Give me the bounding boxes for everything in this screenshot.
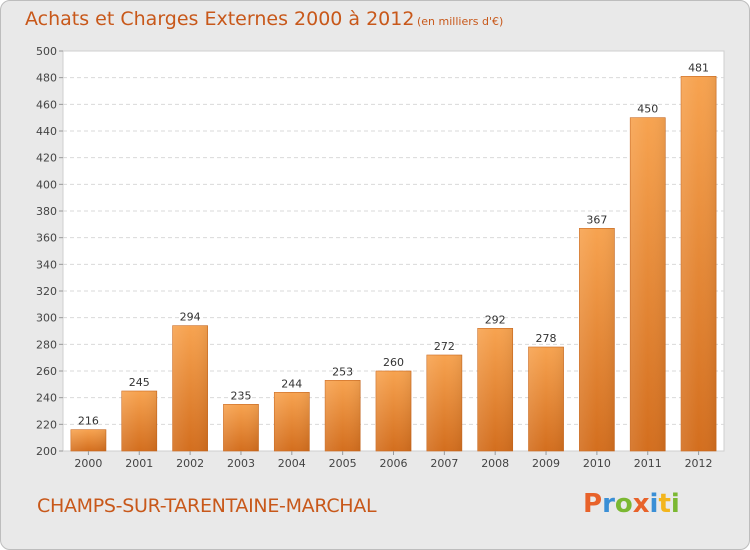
bar-value-label: 260 (383, 356, 404, 369)
logo-letter: P (583, 489, 603, 519)
bar-shade (426, 355, 462, 451)
logo-letter: o (614, 489, 633, 519)
x-tick-label: 2000 (74, 457, 102, 470)
bar-shade (223, 404, 259, 451)
chart-subtitle: (en milliers d'€) (417, 15, 504, 28)
bar-shade (274, 392, 310, 451)
bars (70, 76, 717, 452)
bar-value-label: 235 (230, 389, 251, 402)
logo-letter: i (670, 489, 680, 519)
y-tick-label: 220 (36, 418, 57, 431)
bar-shade (681, 76, 717, 451)
bar-shade (325, 380, 361, 451)
x-axis-ticks: 2000 2001 2002 2003 2004 2005 2006 2007 2008 2009… (74, 451, 713, 470)
x-tick-label: 2012 (685, 457, 713, 470)
x-tick-label: 2006 (380, 457, 408, 470)
y-tick-label: 280 (36, 338, 57, 351)
x-tick-label: 2008 (481, 457, 509, 470)
bar-value-label: 272 (434, 340, 455, 353)
bar-value-label: 253 (332, 365, 353, 378)
x-tick-label: 2007 (430, 457, 458, 470)
x-tick-label: 2003 (227, 457, 255, 470)
proxiti-logo[interactable]: Proxiti (583, 489, 680, 519)
y-tick-label: 320 (36, 285, 57, 298)
y-tick-label: 440 (36, 125, 57, 138)
y-tick-label: 400 (36, 178, 57, 191)
y-tick-label: 340 (36, 258, 57, 271)
chart-title: Achats et Charges Externes 2000 à 2012 (25, 8, 415, 30)
y-tick-label: 420 (36, 152, 57, 165)
x-tick-label: 2002 (176, 457, 204, 470)
y-tick-label: 460 (36, 98, 57, 111)
bar-value-label: 367 (586, 213, 607, 226)
y-axis-ticks: 200 220 240 260 280 300 320 340 360 380 400 420 440 4… (36, 45, 63, 458)
x-tick-label: 2001 (125, 457, 153, 470)
y-tick-label: 200 (36, 445, 57, 458)
x-tick-label: 2004 (278, 457, 306, 470)
bar-shade (375, 371, 412, 451)
bar-value-label: 216 (78, 415, 99, 428)
y-tick-label: 300 (36, 312, 57, 325)
x-tick-label: 2010 (583, 457, 611, 470)
x-tick-label: 2005 (329, 457, 357, 470)
bar-value-label: 481 (688, 61, 709, 74)
bar-shade (70, 429, 106, 451)
y-tick-label: 380 (36, 205, 57, 218)
y-tick-label: 240 (36, 392, 57, 405)
bar-shade (528, 347, 564, 451)
bar-shade (121, 391, 157, 451)
logo-letter: r (602, 489, 615, 519)
bar-shade (579, 228, 615, 451)
bar-value-label: 294 (180, 311, 201, 324)
bar-value-label: 450 (637, 103, 658, 116)
x-tick-label: 2011 (634, 457, 662, 470)
bar-value-label: 278 (536, 332, 557, 345)
x-tick-label: 2009 (532, 457, 560, 470)
y-tick-label: 480 (36, 72, 57, 85)
bar-shade (630, 117, 666, 452)
y-tick-label: 360 (36, 232, 57, 245)
y-tick-label: 500 (36, 45, 57, 58)
bar-value-label: 292 (485, 313, 506, 326)
bar-value-label: 245 (129, 376, 150, 389)
town-name: CHAMPS-SUR-TARENTAINE-MARCHAL (37, 495, 377, 517)
bar-shade (172, 325, 208, 451)
bar-value-label: 244 (281, 377, 302, 390)
logo-letter: x (632, 489, 650, 519)
bar-shade (477, 328, 513, 451)
bar-value-labels: 216 245 294 235 244 253 260 272 292 278 367 450 481 (78, 61, 709, 427)
y-tick-label: 260 (36, 365, 57, 378)
logo-letter: t (658, 489, 671, 519)
logo-letter: i (649, 489, 659, 519)
